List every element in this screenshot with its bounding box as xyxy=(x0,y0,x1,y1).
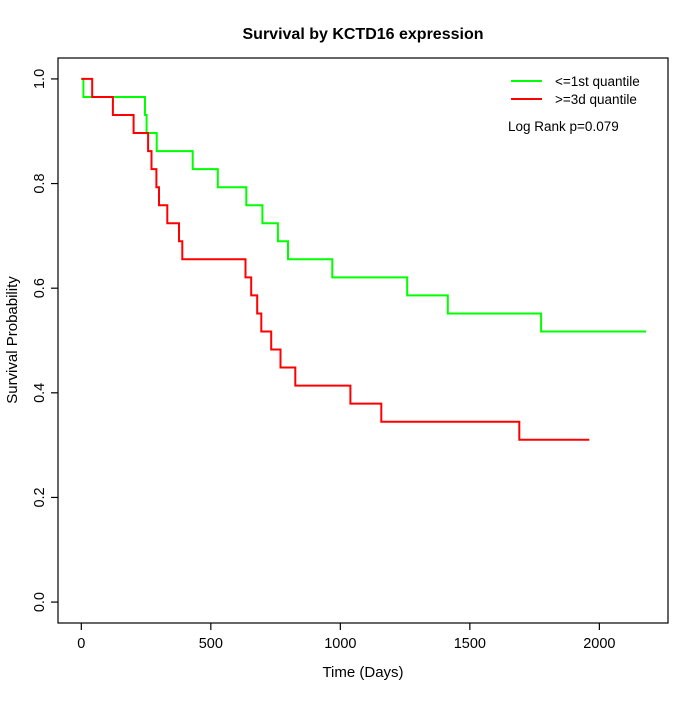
x-tick-label: 2000 xyxy=(583,636,615,652)
log-rank-annotation: Log Rank p=0.079 xyxy=(508,119,619,134)
x-tick-label: 500 xyxy=(199,636,223,652)
x-tick-label: 0 xyxy=(77,636,85,652)
plot-box xyxy=(57,57,669,624)
survival-curve-high xyxy=(81,77,590,441)
x-axis: 0 500 1000 1500 2000 xyxy=(77,623,615,652)
x-tick-label: 1500 xyxy=(454,636,486,652)
y-tick-label: 0.8 xyxy=(32,173,48,193)
y-tick-label: 0.0 xyxy=(32,592,48,612)
survival-curves xyxy=(81,77,647,441)
x-tick-label: 1000 xyxy=(324,636,356,652)
x-axis-title: Time (Days) xyxy=(322,664,403,681)
legend-label-green: <=1st quantile xyxy=(555,74,640,89)
y-tick-label: 0.2 xyxy=(32,487,48,507)
y-tick-label: 0.4 xyxy=(32,383,48,403)
plot-legend: <=1st quantile >=3d quantile Log Rank p=… xyxy=(508,74,640,134)
survival-curve-low xyxy=(81,77,647,333)
chart-title: Survival by KCTD16 expression xyxy=(243,26,484,43)
y-axis-title: Survival Probability xyxy=(4,276,21,404)
y-tick-label: 0.6 xyxy=(32,278,48,298)
legend-label-red: >=3d quantile xyxy=(555,92,637,107)
y-tick-label: 1.0 xyxy=(32,69,48,89)
y-axis: 0.0 0.2 0.4 0.6 0.8 1.0 xyxy=(32,69,58,612)
